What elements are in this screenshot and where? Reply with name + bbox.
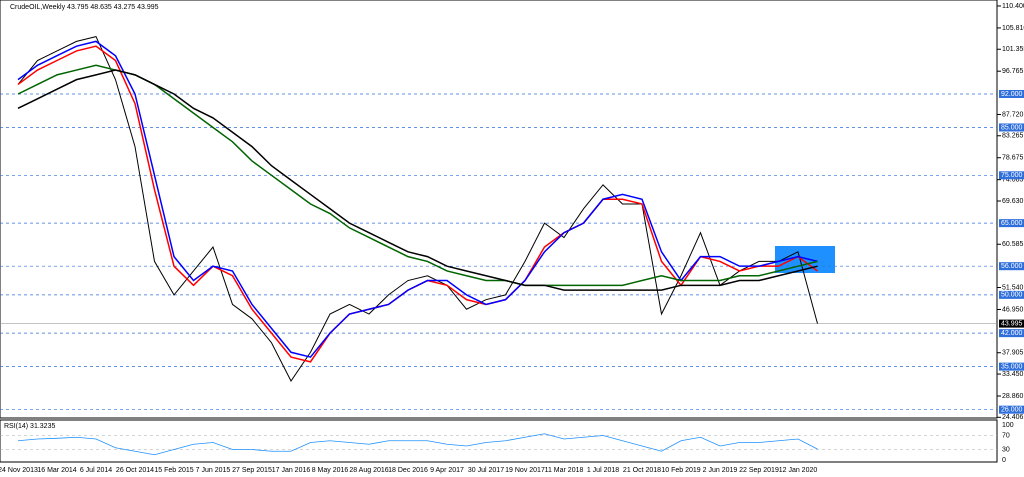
y-tick-label: 69.630 xyxy=(1002,198,1024,205)
x-tick-label: 28 Aug 2016 xyxy=(349,467,388,474)
rsi-title: RSI(14) 31.3235 xyxy=(4,423,55,430)
x-tick-label: 26 Oct 2014 xyxy=(116,467,154,474)
last-price-label: 43.995 xyxy=(1001,320,1023,327)
level-tag xyxy=(999,89,1024,98)
series-line xyxy=(17,40,818,358)
x-tick-label: 8 May 2016 xyxy=(312,467,349,474)
y-tick-label: 74.085 xyxy=(1002,177,1024,184)
rsi-tick-label: 100 xyxy=(1002,422,1014,429)
y-tick-label: 28.860 xyxy=(1002,393,1024,400)
x-tick-label: 1 Jul 2018 xyxy=(587,467,619,474)
level-tag xyxy=(999,290,1024,299)
rsi-tick-label: 30 xyxy=(1002,446,1010,453)
level-label: 75.000 xyxy=(1001,172,1023,179)
series-line xyxy=(17,69,818,291)
y-tick-label: 24.406 xyxy=(1002,414,1024,421)
y-tick-label: 60.585 xyxy=(1002,241,1024,248)
level-label: 50.000 xyxy=(1001,292,1023,299)
level-tag xyxy=(999,329,1024,338)
level-tag xyxy=(999,123,1024,132)
x-tick-label: 17 Jan 2016 xyxy=(272,467,311,474)
x-tick-label: 30 Jul 2017 xyxy=(468,467,504,474)
rsi-tick-label: 70 xyxy=(1002,432,1010,439)
level-label: 56.000 xyxy=(1001,263,1023,270)
level-label: 65.000 xyxy=(1001,220,1023,227)
level-label: 85.000 xyxy=(1001,124,1023,131)
x-tick-label: 24 Nov 2013 xyxy=(0,467,38,474)
main-panel xyxy=(0,0,998,419)
x-tick-label: 15 Feb 2015 xyxy=(154,467,193,474)
level-tag xyxy=(999,362,1024,371)
level-tag xyxy=(999,219,1024,228)
x-tick-label: 2 Jun 2019 xyxy=(703,467,738,474)
x-tick-label: 10 Feb 2019 xyxy=(661,467,700,474)
y-tick-label: 51.540 xyxy=(1002,284,1024,291)
x-tick-label: 18 Dec 2016 xyxy=(388,467,428,474)
y-tick-label: 110.400 xyxy=(1002,3,1024,10)
level-label: 92.000 xyxy=(1001,91,1023,98)
level-label: 26.000 xyxy=(1001,407,1023,414)
x-tick-label: 22 Sep 2019 xyxy=(739,467,779,474)
y-tick-label: 33.450 xyxy=(1002,371,1024,378)
level-label: 42.000 xyxy=(1001,330,1023,337)
series-line xyxy=(17,36,818,382)
level-label: 35.000 xyxy=(1001,363,1023,370)
x-tick-label: 21 Oct 2018 xyxy=(623,467,661,474)
chart-title: CrudeOIL,Weekly 43.795 48.635 43.275 43.… xyxy=(10,4,159,11)
level-tag xyxy=(999,171,1024,180)
y-tick-label: 87.720 xyxy=(1002,111,1024,118)
y-tick-label: 46.950 xyxy=(1002,306,1024,313)
x-tick-label: 16 Mar 2014 xyxy=(37,467,76,474)
y-tick-label: 37.905 xyxy=(1002,350,1024,357)
last-price-tag xyxy=(999,319,1024,328)
level-tag xyxy=(999,262,1024,271)
y-tick-label: 101.355 xyxy=(1002,46,1024,53)
y-tick-label: 83.265 xyxy=(1002,133,1024,140)
x-tick-label: 11 Mar 2018 xyxy=(545,467,584,474)
x-tick-label: 19 Nov 2017 xyxy=(505,467,545,474)
level-tag xyxy=(999,405,1024,414)
x-tick-label: 6 Jul 2014 xyxy=(80,467,112,474)
y-tick-label: 105.810 xyxy=(1002,25,1024,32)
x-tick-label: 27 Sep 2015 xyxy=(232,467,272,474)
x-tick-label: 9 Apr 2017 xyxy=(430,467,464,474)
series-line xyxy=(17,433,818,456)
x-tick-label: 12 Jan 2020 xyxy=(779,467,818,474)
y-tick-label: 96.765 xyxy=(1002,68,1024,75)
y-tick-label: 78.675 xyxy=(1002,155,1024,162)
x-tick-label: 7 Jun 2015 xyxy=(196,467,231,474)
rsi-tick-label: 0 xyxy=(1002,457,1006,464)
